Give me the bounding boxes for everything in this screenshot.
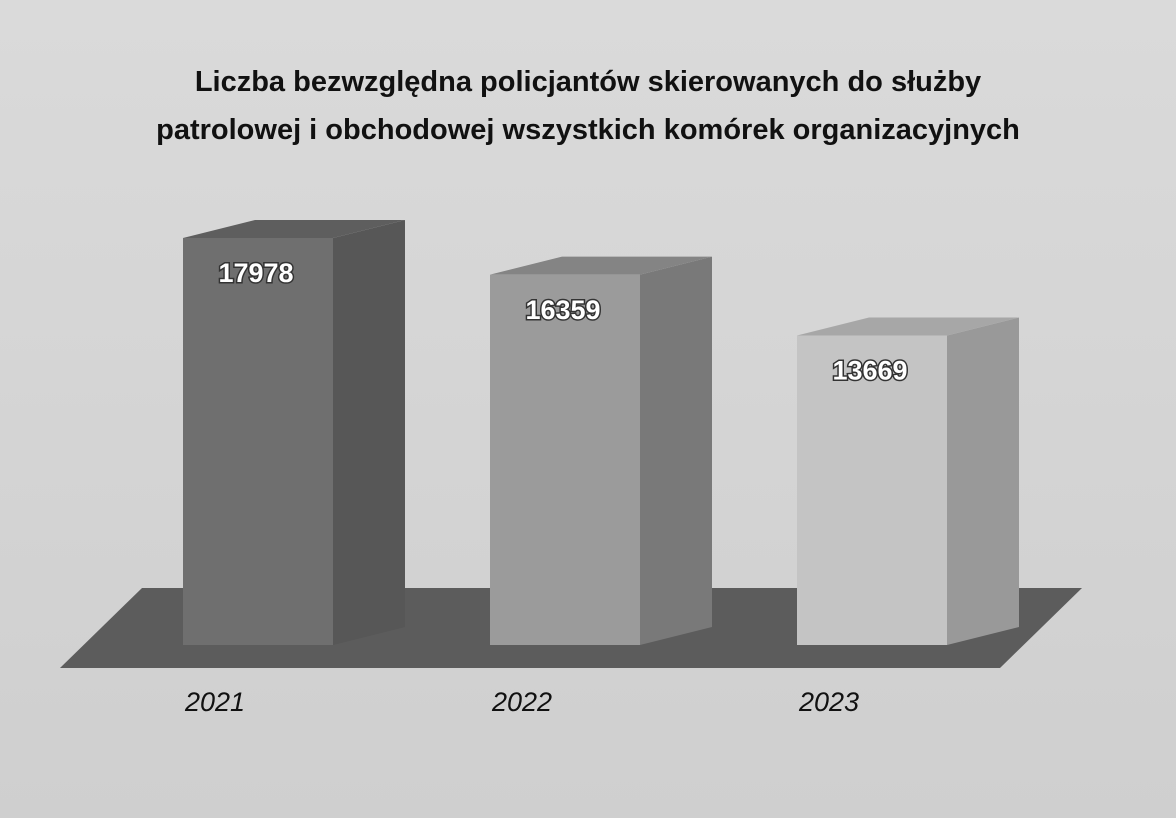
value-label: 17978 — [218, 258, 293, 288]
bar-side — [640, 256, 712, 645]
x-tick-label: 2023 — [798, 687, 859, 717]
bar-top — [797, 317, 1019, 336]
bar — [490, 274, 640, 645]
bar — [183, 238, 333, 645]
value-label: 13669 — [832, 356, 907, 386]
bar-side — [947, 317, 1019, 645]
bar — [797, 335, 947, 645]
x-tick-label: 2021 — [184, 687, 245, 717]
bar-top — [490, 256, 712, 275]
value-label: 16359 — [525, 295, 600, 325]
bar-side — [333, 220, 405, 645]
bar-top — [183, 220, 405, 238]
chart-title: Liczba bezwzględna policjantów skierowan… — [156, 66, 1020, 146]
x-tick-label: 2022 — [491, 687, 552, 717]
